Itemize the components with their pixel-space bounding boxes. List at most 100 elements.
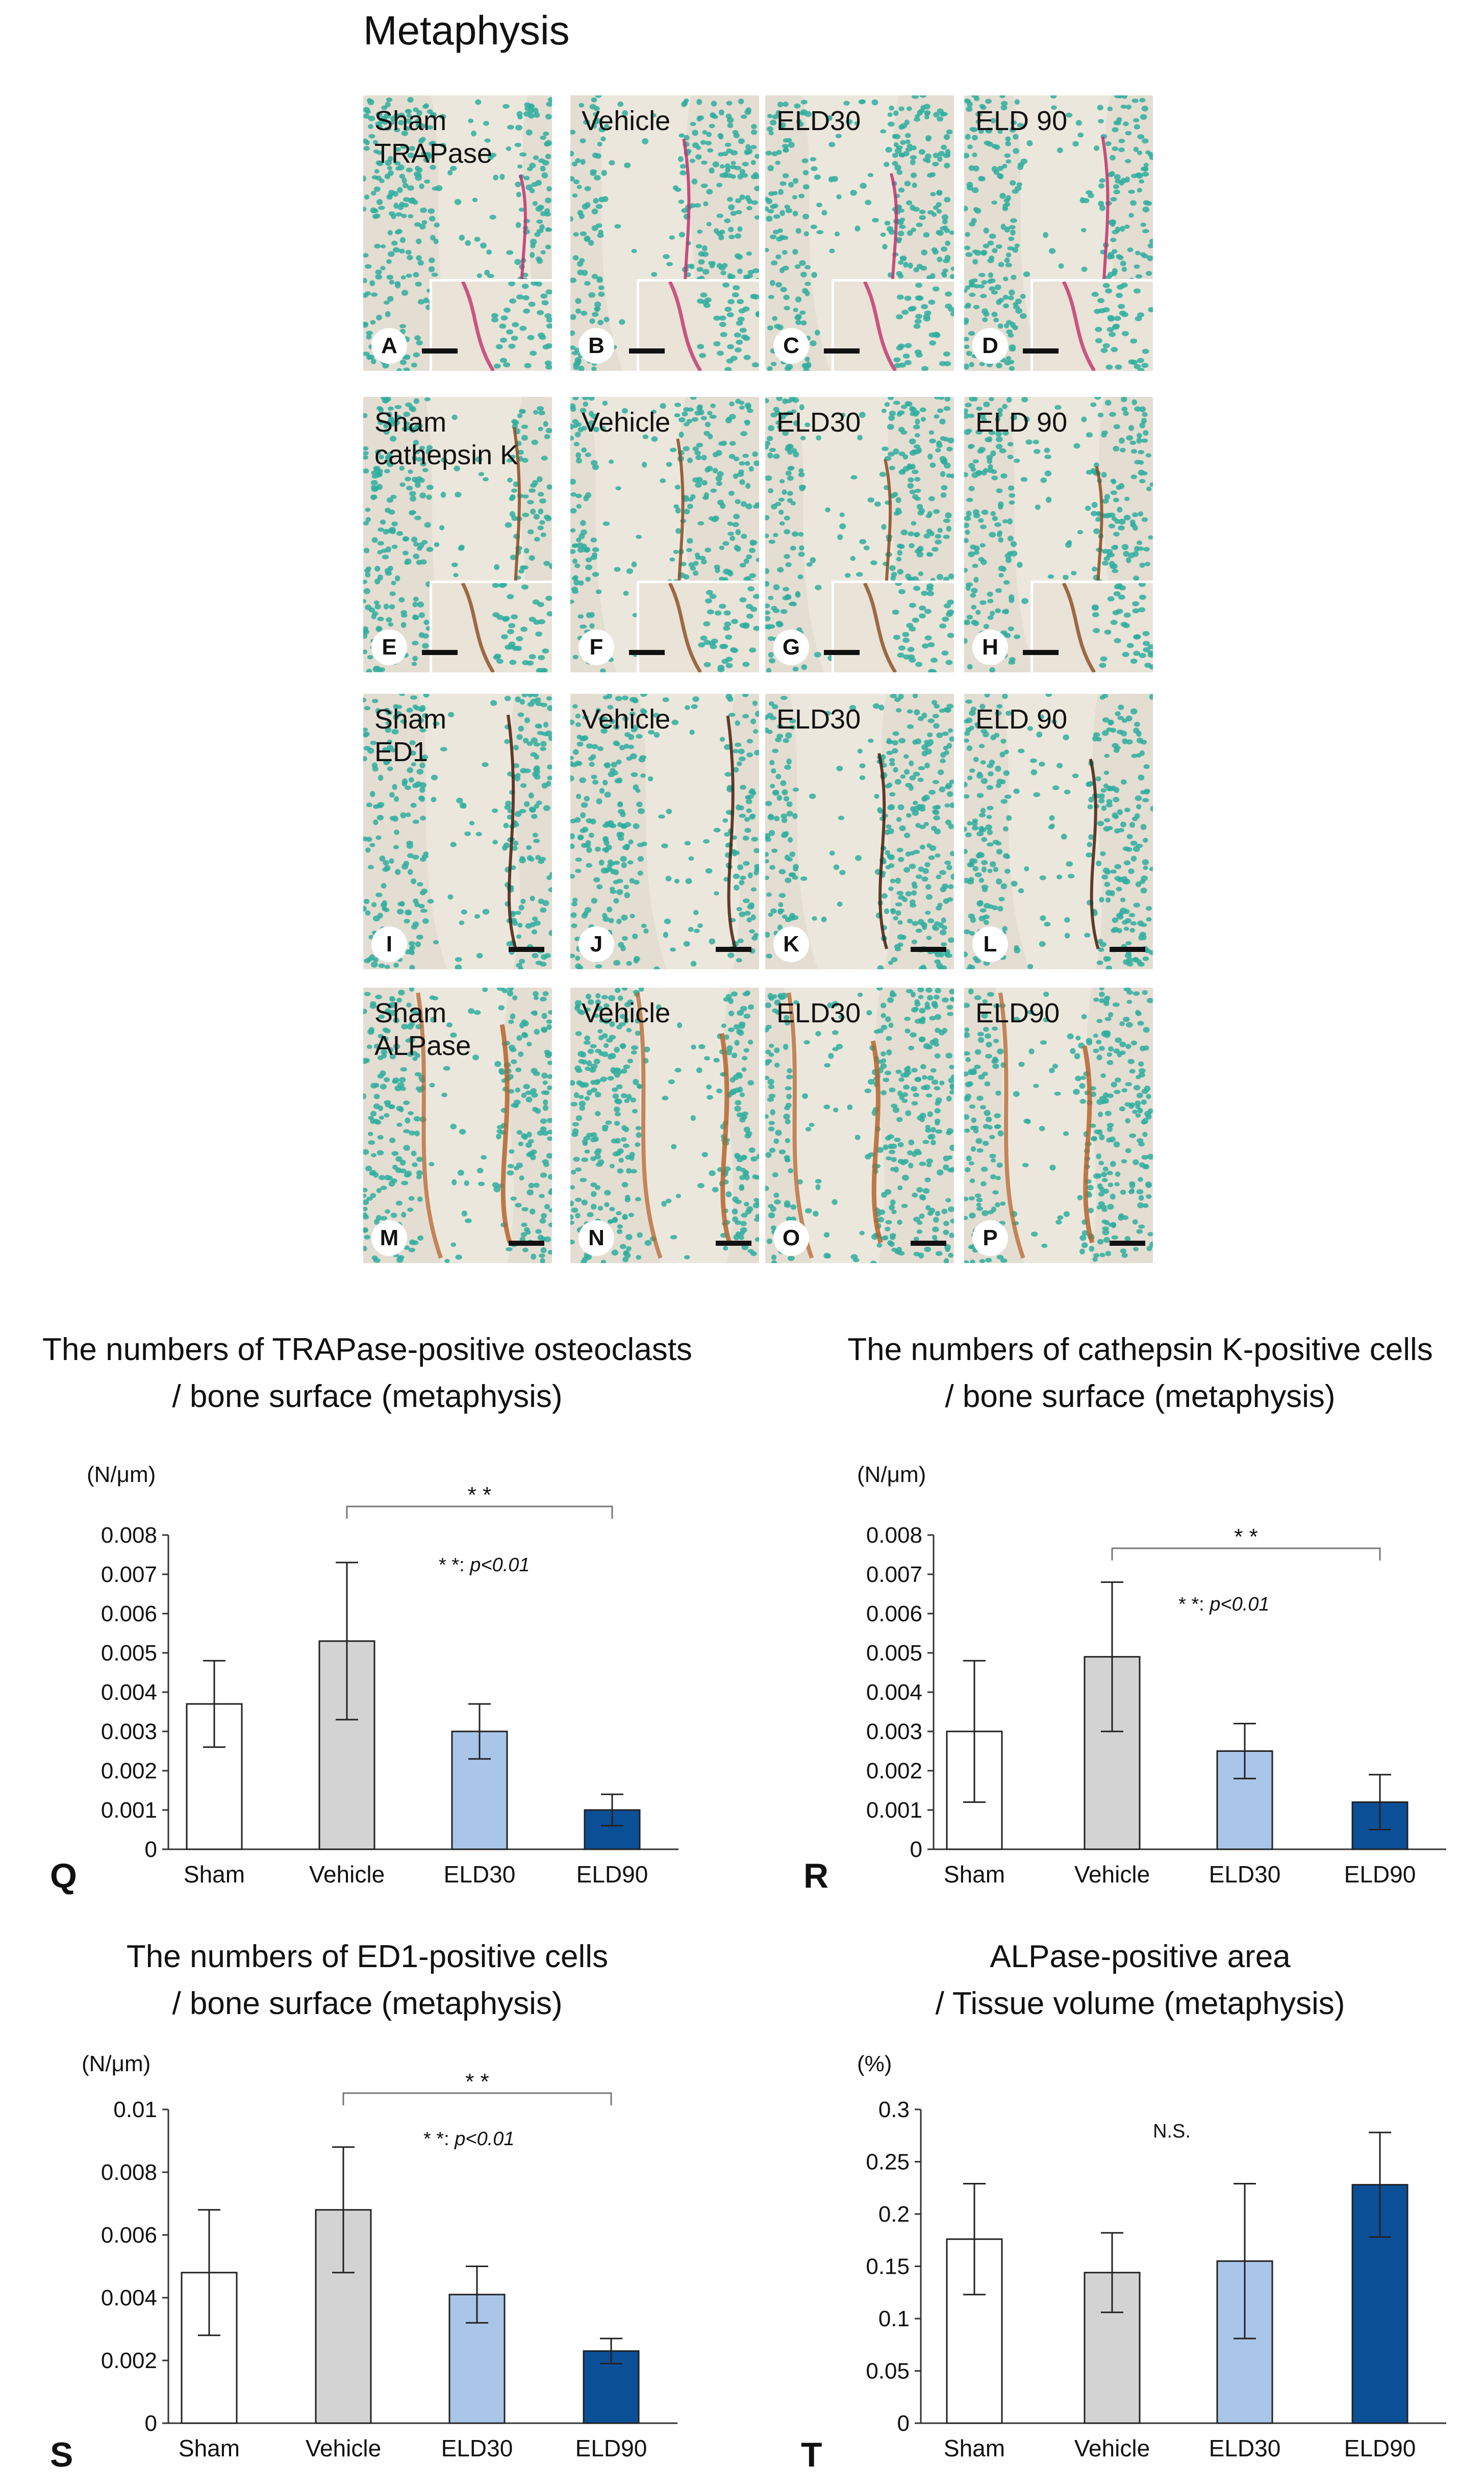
category-label: ELD30 <box>1209 1861 1281 1888</box>
panel-letter: J <box>578 926 614 962</box>
error-bar <box>600 2337 622 2365</box>
significance-stars: * * <box>468 1482 491 1507</box>
category-label: Sham <box>184 1861 245 1888</box>
y-tick-label: 0 <box>897 2411 910 2436</box>
bar-eld90 <box>1351 2184 1408 2424</box>
scale-bar <box>1023 348 1059 354</box>
micrograph-panel-l: ELD 90 L <box>964 694 1153 969</box>
y-tick-label: 0.25 <box>866 2150 910 2175</box>
y-tick-label: 0.001 <box>866 1798 922 1823</box>
chart-title: The numbers of ED1-positive cells / bone… <box>126 1939 609 2021</box>
tissue-image <box>765 988 954 1263</box>
panel-letter: K <box>773 926 809 962</box>
y-tick-label: 0.005 <box>866 1641 922 1666</box>
scale-bar <box>824 348 860 354</box>
panel-label: ELD30 <box>776 407 861 438</box>
unit-label: (%) <box>857 2051 892 2076</box>
scale-bar <box>716 947 751 952</box>
category-label: ELD90 <box>576 1861 648 1888</box>
error-bar <box>332 2146 355 2274</box>
scale-bar <box>911 1241 946 1246</box>
scale-bar <box>422 650 458 655</box>
panel-letter: N <box>578 1220 614 1256</box>
chart-panel-letter: S <box>50 2435 73 2474</box>
magnified-inset <box>1030 581 1153 672</box>
y-tick-label: 0.006 <box>866 1601 922 1626</box>
y-tick-label: 0.007 <box>866 1562 922 1587</box>
bar-chart-q: 0 0.001 0.002 0.003 0.004 0.005 0.006 0.007 0.00… <box>50 1462 678 1895</box>
panel-label: Sham TRAPase <box>374 106 493 169</box>
category-label: Sham <box>944 1861 1005 1888</box>
micrograph-panel-h: ELD 90 H <box>964 397 1153 672</box>
chart-panel-letter: Q <box>50 1856 77 1895</box>
stain-edge <box>726 715 737 949</box>
panel-label: ELD 90 <box>975 106 1068 136</box>
error-bar <box>963 1660 986 1803</box>
panel-letter: H <box>972 630 1008 665</box>
error-bar <box>198 2209 220 2336</box>
chart-panel-letter: R <box>803 1856 828 1895</box>
significance-bracket <box>342 2092 612 2105</box>
bar-chart-r: 0 0.001 0.002 0.003 0.004 0.005 0.006 0.007 0.00… <box>803 1462 1446 1895</box>
panel-letter: I <box>371 926 407 962</box>
significance-bracket <box>346 1505 613 1519</box>
micrograph-panel-c: ELD30 C <box>765 95 954 371</box>
stain-edge <box>499 1024 512 1244</box>
y-tick-label: 0.003 <box>866 1719 922 1744</box>
trabecula <box>419 694 520 969</box>
error-bar <box>1234 1723 1256 1779</box>
panel-label: Sham cathepsin K <box>374 407 519 470</box>
chart-panel-letter: T <box>801 2435 822 2474</box>
category-label: Vehicle <box>309 1861 385 1888</box>
panel-label: Vehicle <box>582 998 671 1028</box>
panel-label: ELD30 <box>776 106 861 136</box>
y-tick-label: 0 <box>145 2411 157 2436</box>
micrograph-panel-e: Sham cathepsin K E <box>363 397 552 672</box>
error-bar <box>466 2266 488 2324</box>
trabecula <box>790 694 891 969</box>
scale-bar <box>422 348 458 354</box>
y-tick-label: 0.01 <box>113 2097 157 2122</box>
stain-edge <box>507 714 517 949</box>
micrograph-grid: Sham TRAPase A Vehicle B ELD30 C ELD 90 D Sham c… <box>363 95 1153 1263</box>
tissue-image <box>964 694 1153 969</box>
micrograph-panel-o: ELD30 O <box>765 988 954 1263</box>
category-label: ELD30 <box>441 2435 513 2461</box>
y-tick-label: 0.005 <box>101 1641 157 1666</box>
error-bar <box>601 1793 623 1827</box>
bar-chart-t: 0 0.05 0.1 0.15 0.2 0.25 0.3 (%) Sham Vehicle ELD3… <box>801 2051 1446 2474</box>
y-tick-label: 0.004 <box>101 1680 157 1705</box>
category-label: ELD90 <box>575 2435 647 2461</box>
bar-chart-s: 0 0.002 0.004 0.006 0.008 0.01 (N/μm) Sham Vehic… <box>50 2051 677 2474</box>
panel-letter: P <box>972 1220 1008 1256</box>
trabecula <box>1001 694 1102 969</box>
scale-bar <box>1110 947 1145 952</box>
y-tick-label: 0.003 <box>101 1719 157 1744</box>
category-label: ELD90 <box>1344 2435 1416 2461</box>
panel-letter: O <box>773 1220 809 1256</box>
chart-title: The numbers of TRAPase-positive osteocla… <box>42 1332 692 1414</box>
y-tick-label: 0.001 <box>101 1798 157 1823</box>
panel-letter: A <box>371 328 407 364</box>
micrograph-panel-n: Vehicle N <box>570 988 759 1263</box>
magnified-inset <box>430 279 552 371</box>
micrograph-panel-a: Sham TRAPase A <box>363 95 552 371</box>
stain-edge <box>870 1040 883 1244</box>
trabecula <box>784 988 885 1263</box>
stain-edge <box>877 753 889 949</box>
tissue-image <box>570 694 759 969</box>
panel-letter: D <box>972 328 1008 364</box>
category-label: ELD30 <box>1209 2435 1281 2461</box>
significance-stars: * * <box>465 2069 489 2094</box>
tissue-image <box>765 95 954 371</box>
tissue-image <box>570 988 759 1263</box>
y-tick-label: 0.004 <box>101 2285 157 2310</box>
error-bar <box>336 1562 358 1721</box>
panel-label: Vehicle <box>582 106 671 136</box>
significance-bracket <box>1111 1547 1381 1561</box>
panel-label: ELD 90 <box>975 407 1068 438</box>
chart-title: The numbers of cathepsin K-positive cell… <box>847 1332 1433 1414</box>
y-tick-label: 0 <box>910 1837 922 1862</box>
category-label: ELD90 <box>1344 1861 1416 1888</box>
